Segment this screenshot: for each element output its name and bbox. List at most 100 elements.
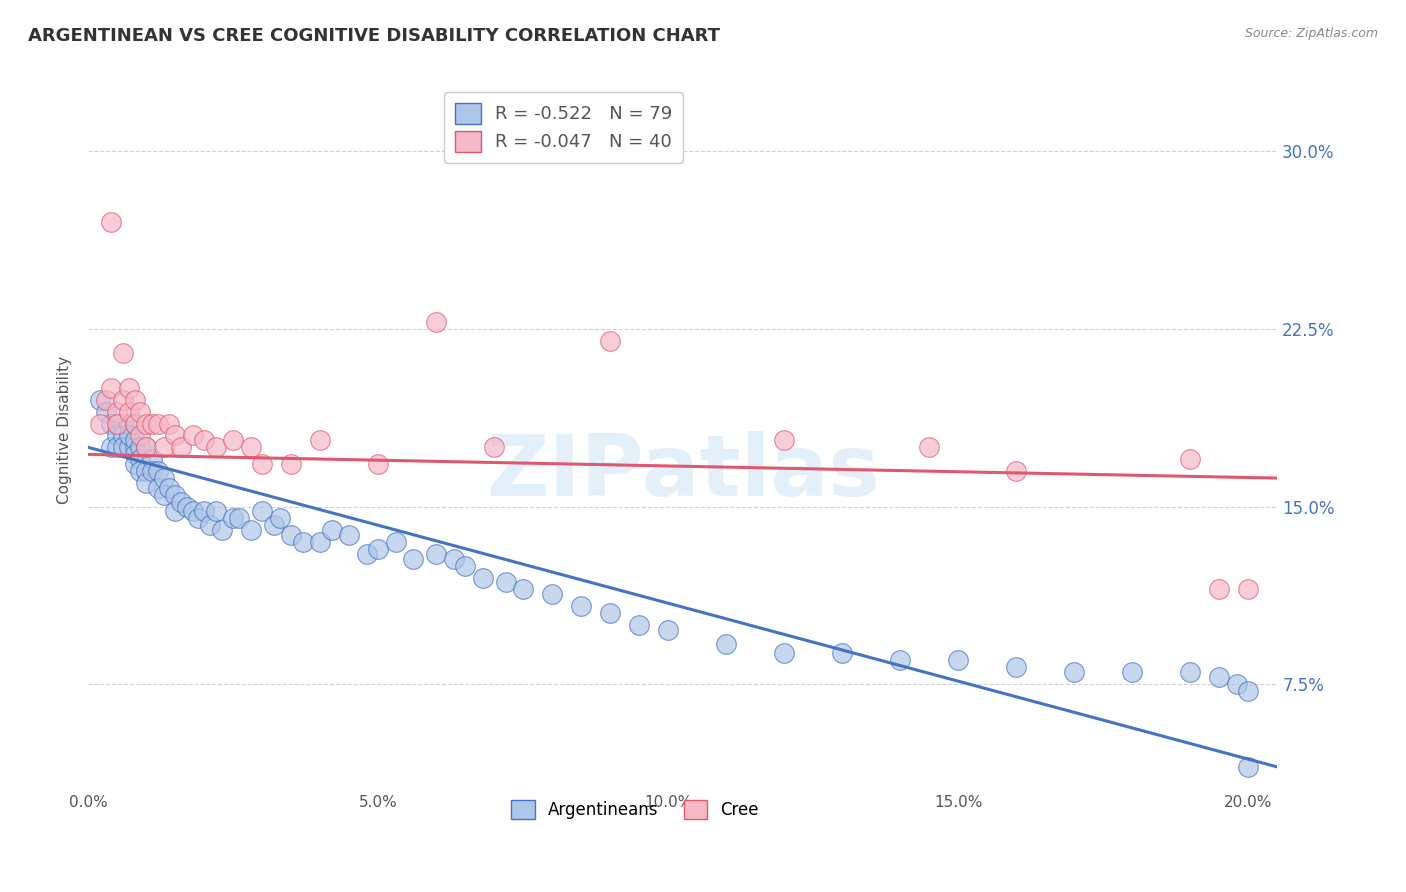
Point xyxy=(1063,665,1085,680)
Point xyxy=(129,405,152,419)
Point xyxy=(918,440,941,454)
Point xyxy=(135,440,157,454)
Point xyxy=(118,381,141,395)
Point xyxy=(1005,660,1028,674)
Point xyxy=(337,528,360,542)
Point xyxy=(129,464,152,478)
Point xyxy=(222,511,245,525)
Point xyxy=(118,417,141,431)
Point xyxy=(211,523,233,537)
Point xyxy=(124,417,146,431)
Point xyxy=(111,392,134,407)
Point xyxy=(129,440,152,454)
Point xyxy=(105,417,128,431)
Point xyxy=(141,464,163,478)
Point xyxy=(111,440,134,454)
Point xyxy=(141,452,163,467)
Point xyxy=(250,504,273,518)
Point xyxy=(471,570,494,584)
Point xyxy=(482,440,505,454)
Point xyxy=(111,417,134,431)
Point xyxy=(193,434,215,448)
Text: ZIPatlas: ZIPatlas xyxy=(486,432,880,515)
Point xyxy=(118,428,141,442)
Point xyxy=(367,542,389,557)
Point xyxy=(111,428,134,442)
Point xyxy=(152,440,174,454)
Point xyxy=(118,405,141,419)
Point xyxy=(135,440,157,454)
Point xyxy=(124,440,146,454)
Point xyxy=(356,547,378,561)
Point xyxy=(512,582,534,597)
Point xyxy=(1180,452,1202,467)
Point xyxy=(135,464,157,478)
Y-axis label: Cognitive Disability: Cognitive Disability xyxy=(58,356,72,504)
Point xyxy=(384,535,406,549)
Point xyxy=(425,547,447,561)
Point xyxy=(454,558,477,573)
Point xyxy=(831,646,853,660)
Point xyxy=(569,599,592,613)
Point xyxy=(716,637,738,651)
Point xyxy=(111,345,134,359)
Point xyxy=(1208,670,1230,684)
Point xyxy=(124,457,146,471)
Point xyxy=(100,440,122,454)
Point xyxy=(367,457,389,471)
Point xyxy=(157,481,180,495)
Point xyxy=(280,528,302,542)
Point xyxy=(141,417,163,431)
Point xyxy=(599,606,621,620)
Point xyxy=(100,215,122,229)
Point xyxy=(193,504,215,518)
Point xyxy=(89,417,111,431)
Point xyxy=(157,417,180,431)
Point xyxy=(170,495,193,509)
Point xyxy=(170,440,193,454)
Point xyxy=(495,575,517,590)
Point xyxy=(443,551,465,566)
Point xyxy=(309,434,332,448)
Point xyxy=(239,523,262,537)
Point xyxy=(118,440,141,454)
Point xyxy=(165,428,187,442)
Point xyxy=(135,417,157,431)
Point xyxy=(263,518,285,533)
Point xyxy=(187,511,209,525)
Point xyxy=(1208,582,1230,597)
Point xyxy=(176,500,198,514)
Point xyxy=(89,392,111,407)
Point xyxy=(105,405,128,419)
Point xyxy=(628,618,651,632)
Point xyxy=(152,471,174,485)
Point xyxy=(1121,665,1143,680)
Point xyxy=(1005,464,1028,478)
Point xyxy=(165,504,187,518)
Point xyxy=(321,523,343,537)
Point xyxy=(105,428,128,442)
Point xyxy=(269,511,291,525)
Point xyxy=(291,535,314,549)
Point xyxy=(228,511,250,525)
Text: Source: ZipAtlas.com: Source: ZipAtlas.com xyxy=(1244,27,1378,40)
Legend: Argentineans, Cree: Argentineans, Cree xyxy=(505,793,765,826)
Point xyxy=(124,434,146,448)
Point xyxy=(541,587,564,601)
Point xyxy=(204,440,226,454)
Point xyxy=(94,405,117,419)
Point xyxy=(181,428,204,442)
Point xyxy=(165,488,187,502)
Point xyxy=(146,417,169,431)
Point xyxy=(129,428,152,442)
Point xyxy=(599,334,621,348)
Point xyxy=(124,392,146,407)
Point xyxy=(425,315,447,329)
Point xyxy=(280,457,302,471)
Point xyxy=(222,434,245,448)
Point xyxy=(657,623,679,637)
Point xyxy=(204,504,226,518)
Point xyxy=(1180,665,1202,680)
Point xyxy=(773,434,796,448)
Point xyxy=(100,381,122,395)
